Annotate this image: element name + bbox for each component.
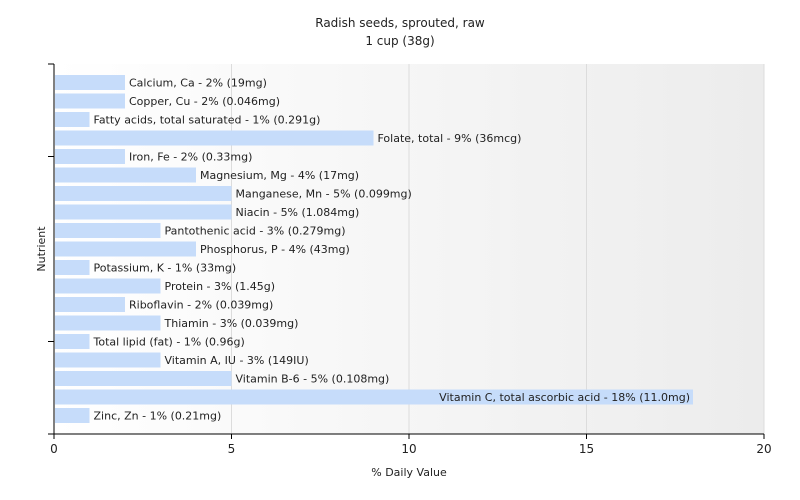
bar — [55, 371, 232, 386]
bar-label: Protein - 3% (1.45g) — [165, 280, 276, 293]
bar — [55, 297, 125, 312]
bar-label: Manganese, Mn - 5% (0.099mg) — [236, 188, 412, 201]
chart-subtitle: 1 cup (38g) — [365, 34, 434, 48]
bar — [55, 223, 161, 238]
bar — [55, 260, 90, 275]
bar-label: Iron, Fe - 2% (0.33mg) — [129, 151, 252, 164]
bar-label: Vitamin B-6 - 5% (0.108mg) — [236, 373, 390, 386]
bar-label: Vitamin A, IU - 3% (149IU) — [165, 354, 309, 367]
bar-label: Copper, Cu - 2% (0.046mg) — [129, 95, 280, 108]
bar-label: Niacin - 5% (1.084mg) — [236, 206, 360, 219]
bar — [55, 389, 693, 405]
bar — [55, 130, 374, 146]
bar — [55, 167, 196, 183]
bar-label: Fatty acids, total saturated - 1% (0.291… — [94, 114, 321, 127]
bar — [55, 112, 90, 127]
x-tick-label: 5 — [228, 442, 236, 456]
bars: Calcium, Ca - 2% (19mg) Copper, Cu - 2% (… — [55, 75, 693, 423]
bar-label: Folate, total - 9% (36mcg) — [378, 132, 522, 145]
bar — [55, 204, 232, 220]
bar-label: Total lipid (fat) - 1% (0.96g) — [93, 336, 245, 349]
bar-label: Riboflavin - 2% (0.039mg) — [129, 299, 273, 312]
bar-label: Magnesium, Mg - 4% (17mg) — [200, 169, 359, 182]
x-tick-label: 10 — [401, 442, 416, 456]
bar-label: Thiamin - 3% (0.039mg) — [164, 317, 299, 330]
x-tick-labels: 0 5 10 15 20 — [50, 442, 771, 456]
bar — [55, 315, 161, 331]
axes — [48, 63, 765, 439]
y-axis-title: Nutrient — [35, 226, 48, 272]
bar-label: Zinc, Zn - 1% (0.21mg) — [94, 410, 222, 423]
x-tick-label: 15 — [579, 442, 594, 456]
bar — [55, 408, 90, 423]
bar — [55, 75, 125, 90]
bar — [55, 278, 161, 294]
bar — [55, 241, 196, 257]
bar-label: Pantothenic acid - 3% (0.279mg) — [165, 225, 346, 238]
chart-title: Radish seeds, sprouted, raw — [315, 16, 485, 30]
bar-label: Potassium, K - 1% (33mg) — [94, 262, 237, 275]
bar — [55, 149, 125, 164]
bar — [55, 93, 125, 109]
bar-label: Vitamin C, total ascorbic acid - 18% (11… — [439, 391, 690, 404]
bar — [55, 352, 161, 368]
x-axis-title: % Daily Value — [371, 466, 447, 479]
bar — [55, 186, 232, 201]
x-tick-label: 0 — [50, 442, 58, 456]
bar-label: Phosphorus, P - 4% (43mg) — [200, 243, 350, 256]
x-tick-label: 20 — [756, 442, 771, 456]
bar — [55, 334, 90, 349]
bar-label: Calcium, Ca - 2% (19mg) — [129, 77, 267, 90]
